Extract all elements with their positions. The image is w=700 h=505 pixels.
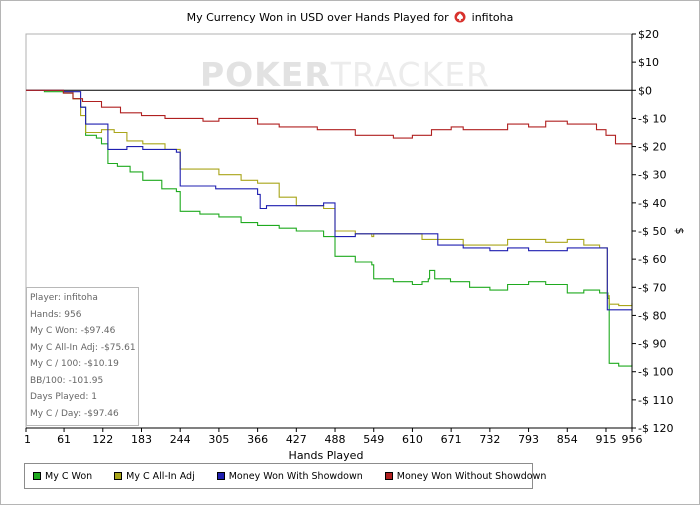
y-tick-label: -$ 80	[638, 309, 666, 322]
legend-item[interactable]: Money Won With Showdown	[216, 470, 363, 482]
x-tick-label: 671	[441, 433, 462, 446]
watermark-poker: POKER	[200, 55, 331, 94]
x-tick-label: 488	[325, 433, 346, 446]
stat-line: My C All-In Adj: -$75.61	[30, 342, 136, 353]
y-tick-label: -$ 110	[638, 394, 673, 407]
x-axis-label: Hands Played	[289, 449, 364, 462]
y-tick-label: -$ 50	[638, 225, 666, 238]
y-tick-label: -$ 60	[638, 253, 666, 266]
x-tick-label: 244	[170, 433, 191, 446]
x-tick-label: 427	[286, 433, 307, 446]
x-tick-label: 366	[247, 433, 268, 446]
chart-title: My Currency Won in USD over Hands Played…	[0, 11, 700, 24]
y-tick-label: -$ 40	[638, 197, 666, 210]
x-tick-label: 732	[479, 433, 500, 446]
x-tick-label: 549	[363, 433, 384, 446]
y-axis-label: $	[673, 228, 686, 235]
legend-swatch	[384, 472, 393, 480]
x-tick-label: 915	[595, 433, 616, 446]
x-tick-label: 854	[557, 433, 578, 446]
series-layer	[26, 89, 633, 367]
stat-line: My C Won: -$97.46	[30, 326, 116, 336]
x-tick-label: 305	[208, 433, 229, 446]
legend-label: My C All-In Adj	[126, 470, 195, 482]
legend-swatch	[216, 472, 225, 480]
pokertracker-watermark: POKERTRACKER	[200, 53, 489, 97]
y-tick-label: $20	[638, 28, 659, 41]
x-tick-label: 610	[402, 433, 423, 446]
legend-label: Money Won With Showdown	[228, 470, 363, 482]
legend-item[interactable]: My C All-In Adj	[114, 471, 195, 482]
y-tick-label: -$ 70	[638, 281, 666, 294]
stat-line: My C / Day: -$97.46	[30, 408, 119, 419]
x-tick-label: 793	[518, 433, 539, 446]
chart-title-player: infitoha	[471, 11, 514, 24]
x-tick-label: 61	[57, 433, 71, 446]
y-tick-label: $10	[638, 56, 659, 69]
series-line-2	[26, 89, 633, 307]
legend-swatch	[114, 472, 123, 480]
chart-title-text: My Currency Won in USD over Hands Played…	[186, 11, 449, 24]
x-tick-label: 1	[24, 433, 31, 446]
x-tick-label: 956	[622, 433, 643, 446]
y-tick-label: -$ 10	[638, 112, 666, 125]
y-tick-label: -$ 90	[638, 338, 666, 351]
y-tick-label: -$ 20	[638, 141, 666, 154]
legend-label: Money Won Without Showdown	[396, 470, 547, 482]
axis-layer: $20 $10 $0 -$ 10 -$ 20 -$ 30 -$ 40 -$ 50 -$ 60 -$…	[24, 28, 673, 446]
y-tick-label: -$ 30	[638, 169, 666, 182]
watermark-tracker: TRACKER	[330, 55, 490, 94]
legend-swatch	[33, 472, 41, 480]
legend: My C Won My C All-In Adj Money Won With Sh…	[24, 463, 546, 489]
stat-line: Hands: 956	[30, 309, 82, 320]
y-tick-label: -$ 100	[638, 366, 673, 379]
series-line-4	[26, 89, 633, 147]
stat-line: BB/100: -101.95	[30, 375, 104, 386]
y-tick-label: -$ 120	[638, 422, 673, 435]
stats-box: Player: infitoha Hands: 956 My C Won: -$97…	[26, 287, 139, 426]
x-tick-label: 122	[92, 433, 113, 446]
legend-label: My C Won	[45, 470, 93, 482]
stat-line: My C / 100: -$10.19	[30, 359, 119, 369]
spade-icon	[454, 11, 466, 23]
x-tick-label: 183	[131, 433, 152, 446]
stat-line: Days Played: 1	[30, 392, 97, 402]
legend-item[interactable]: Money Won Without Showdown	[384, 470, 547, 482]
legend-item[interactable]: My C Won	[33, 471, 92, 482]
series-line-3	[26, 89, 632, 311]
stat-line: Player: infitoha	[30, 293, 98, 303]
y-tick-label: $0	[638, 84, 652, 97]
